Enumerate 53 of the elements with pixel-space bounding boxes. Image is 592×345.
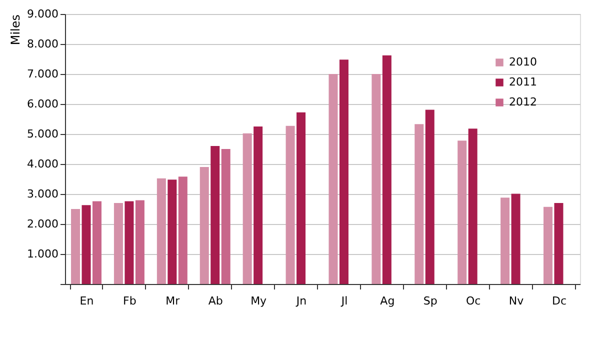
- bar: [511, 194, 520, 284]
- bar: [254, 126, 263, 284]
- bar: [124, 201, 134, 284]
- legend-label: 2011: [509, 76, 537, 88]
- bar: [382, 55, 392, 284]
- x-tick-label: Jl: [340, 294, 348, 308]
- x-tick-label: Dc: [552, 294, 567, 308]
- bar: [168, 180, 177, 284]
- legend-label: 2012: [509, 96, 537, 108]
- x-tick-label: Sp: [423, 294, 438, 308]
- bar: [156, 178, 166, 284]
- y-tick-label: 2.000: [27, 218, 58, 230]
- legend-label: 2010: [509, 56, 537, 68]
- bar: [458, 140, 467, 284]
- bar: [339, 60, 348, 284]
- bar: [328, 74, 338, 284]
- bar: [221, 149, 230, 284]
- y-tick-label: 3.000: [27, 188, 58, 200]
- x-tick-label: Mr: [166, 294, 180, 308]
- y-tick-label: 7.000: [27, 68, 58, 80]
- x-tick-label: Ag: [380, 294, 395, 308]
- bar: [114, 203, 123, 284]
- y-axis-title: Miles: [8, 14, 22, 46]
- bar: [242, 133, 252, 284]
- x-tick-label: Fb: [123, 294, 136, 308]
- bar: [71, 209, 80, 284]
- bar: [200, 167, 209, 284]
- y-tick-label: 6.000: [27, 98, 58, 110]
- bar: [296, 112, 306, 284]
- x-tick-label: Ab: [208, 294, 223, 308]
- bar: [468, 128, 478, 284]
- x-tick-label: My: [250, 294, 268, 308]
- y-tick-label: 9.000: [27, 8, 58, 20]
- bar: [554, 203, 564, 284]
- x-tick-label: Nv: [508, 294, 524, 308]
- bar: [500, 198, 510, 284]
- bar: [414, 124, 424, 284]
- y-tick-label: 4.000: [27, 158, 58, 170]
- bar: [425, 110, 434, 284]
- y-tick-label: 8.000: [27, 38, 58, 50]
- bar: [544, 206, 552, 284]
- bar: [82, 205, 91, 284]
- y-tick-label: 5.000: [27, 128, 58, 140]
- bar: [210, 146, 220, 284]
- x-tick-label: En: [80, 294, 94, 308]
- bar: [286, 126, 295, 284]
- x-tick-label: Jn: [295, 294, 307, 308]
- bar: [178, 176, 188, 284]
- y-tick-label: 1.000: [27, 248, 58, 260]
- bar: [135, 200, 144, 284]
- bar: [372, 74, 381, 284]
- bar: [92, 201, 102, 284]
- x-tick-label: Oc: [466, 294, 481, 308]
